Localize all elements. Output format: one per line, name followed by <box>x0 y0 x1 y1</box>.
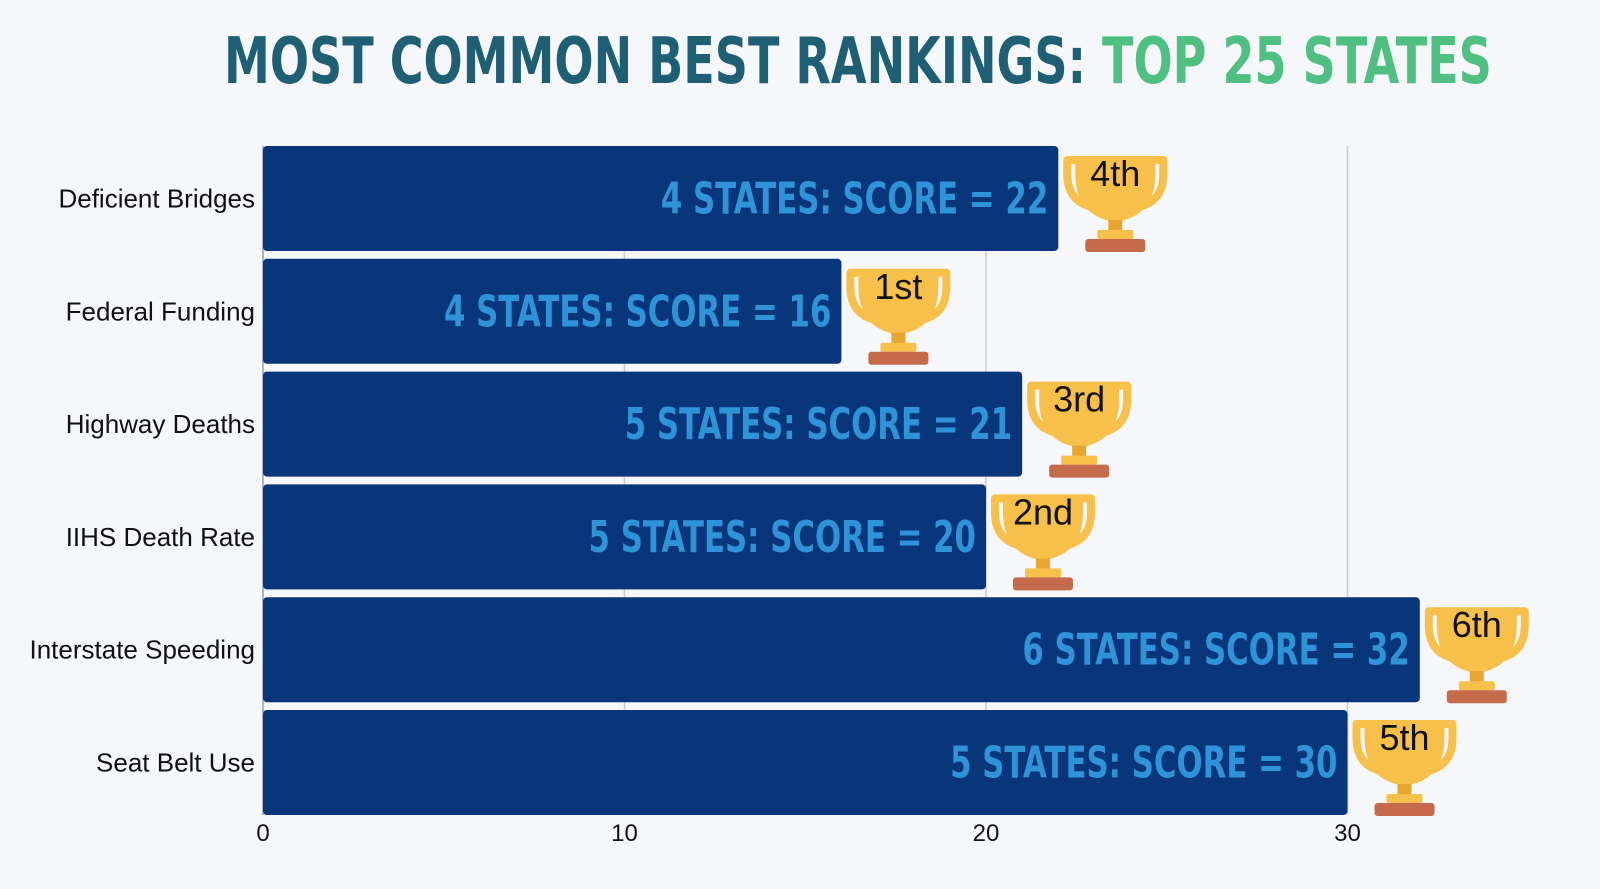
x-tick-label: 10 <box>611 820 638 847</box>
category-label: IIHS Death Rate <box>66 522 255 552</box>
rank-label: 3rd <box>1053 379 1105 420</box>
x-tick-label: 20 <box>973 820 1000 847</box>
trophy-icon <box>1063 156 1168 252</box>
bar <box>263 371 1023 477</box>
bars: 4 STATES: SCORE = 22 4th 4 STATES: SCORE =… <box>263 146 1529 816</box>
gridlines <box>262 146 1349 815</box>
bar <box>263 710 1348 815</box>
x-axis: 0 10 20 30 <box>256 820 1361 847</box>
trophy-icon <box>1424 607 1529 704</box>
category-labels: Deficient Bridges Federal Funding Highway … <box>30 184 256 778</box>
category-label: Interstate Speeding <box>30 635 256 665</box>
bar-value-label: 5 STATES: SCORE = 30 <box>950 737 1337 788</box>
rank-label: 2nd <box>1013 491 1073 532</box>
trophy-icon <box>991 494 1095 591</box>
x-tick-label: 0 <box>256 820 269 847</box>
chart-title-main: MOST COMMON BEST RANKINGS: <box>224 25 1103 99</box>
category-label: Highway Deaths <box>66 409 255 439</box>
x-tick-label: 30 <box>1334 820 1361 847</box>
category-label: Seat Belt Use <box>96 748 255 778</box>
bar-value-label: 6 STATES: SCORE = 32 <box>1022 624 1409 675</box>
rank-label: 1st <box>874 266 922 307</box>
bar-value-label: 4 STATES: SCORE = 22 <box>661 173 1048 224</box>
bar-value-label: 4 STATES: SCORE = 16 <box>444 286 831 337</box>
bar-value-label: 5 STATES: SCORE = 21 <box>625 399 1012 450</box>
bar <box>263 258 842 364</box>
bar <box>263 484 986 590</box>
chart-title: MOST COMMON BEST RANKINGS: TOP 25 STATES <box>224 30 1492 94</box>
rank-label: 6th <box>1452 604 1502 645</box>
rank-label: 4th <box>1090 153 1140 194</box>
trophy-icon <box>1027 381 1132 478</box>
category-label: Deficient Bridges <box>58 184 255 214</box>
rank-label: 5th <box>1379 717 1429 758</box>
bar-value-label: 5 STATES: SCORE = 20 <box>589 511 976 562</box>
chart-title-accent: TOP 25 STATES <box>1102 25 1492 99</box>
trophy-icon <box>846 268 951 365</box>
trophy-icon <box>1352 720 1457 816</box>
bar <box>263 597 1420 703</box>
category-label: Federal Funding <box>66 296 255 326</box>
bar <box>263 146 1059 251</box>
